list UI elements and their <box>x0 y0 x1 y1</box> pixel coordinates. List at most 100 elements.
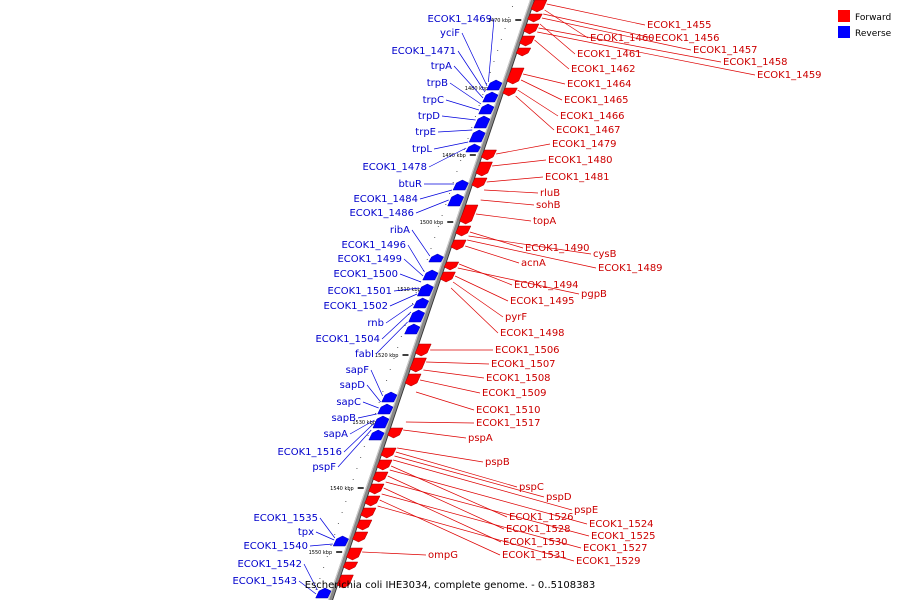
forward-leader <box>517 89 559 117</box>
forward-leader <box>538 27 722 63</box>
reverse-leader <box>441 115 476 121</box>
forward-leader <box>390 465 508 518</box>
tick-label: 1550 kbp <box>309 550 333 556</box>
forward-gene <box>346 547 363 561</box>
reverse-leader <box>461 32 488 87</box>
reverse-leader <box>375 321 408 355</box>
axis-dot <box>315 589 317 590</box>
reverse-leader <box>433 141 469 150</box>
forward-label: ompG <box>428 550 458 561</box>
axis-dot <box>482 94 484 95</box>
reverse-gene <box>482 91 499 103</box>
forward-gene <box>387 427 404 439</box>
axis-dot <box>467 138 469 139</box>
reverse-label: tpx <box>298 527 314 538</box>
forward-label: ECOK1_1465 <box>564 95 629 106</box>
reverse-leader <box>393 287 420 292</box>
forward-leader <box>544 9 589 39</box>
forward-label: ECOK1_1480 <box>548 155 613 166</box>
reverse-leader <box>309 543 333 547</box>
forward-leader <box>465 245 520 264</box>
reverse-label: ECOK1_1484 <box>353 194 418 205</box>
reverse-leader <box>362 401 379 409</box>
forward-label: ECOK1_1529 <box>576 556 641 567</box>
forward-leader <box>539 23 576 55</box>
axis-dot <box>360 457 362 458</box>
reverse-label: pspF <box>312 462 336 473</box>
reverse-leader <box>437 129 473 133</box>
reverse-leader <box>303 563 318 591</box>
reverse-label: ECOK1_1469 <box>427 14 492 25</box>
forward-label: pspD <box>546 492 572 503</box>
forward-leader <box>383 487 502 543</box>
forward-leader <box>458 263 513 286</box>
axis-dot <box>367 435 369 436</box>
reverse-label: ECOK1_1478 <box>362 162 427 173</box>
backbone-highlight <box>328 0 531 600</box>
axis-dot <box>449 193 451 194</box>
reverse-label: ECOK1_1486 <box>349 208 414 219</box>
reverse-leader <box>343 423 374 453</box>
tick-label: 1530 kbp <box>352 420 376 426</box>
forward-label: ECOK1_1481 <box>545 172 610 183</box>
forward-leader <box>397 447 484 463</box>
forward-leader <box>457 267 580 295</box>
forward-label: ECOK1_1507 <box>491 359 556 370</box>
forward-gene <box>380 447 397 459</box>
axis-dot <box>426 259 428 260</box>
axis-dot <box>341 512 343 513</box>
forward-gene <box>342 561 359 571</box>
forward-leader <box>492 159 547 167</box>
reverse-gene <box>368 429 385 441</box>
forward-gene <box>443 261 460 271</box>
forward-leader <box>534 39 570 70</box>
reverse-gene <box>416 283 434 297</box>
forward-label: ECOK1_1458 <box>723 57 788 68</box>
forward-leader <box>426 361 490 365</box>
forward-label: ECOK1_1495 <box>510 296 575 307</box>
axis-dot <box>415 292 417 293</box>
forward-label: ECOK1_1489 <box>598 263 663 274</box>
tick-label: 1490 kbp <box>442 153 466 159</box>
forward-label: ECOK1_1526 <box>509 512 574 523</box>
reverse-label: ECOK1_1499 <box>337 254 402 265</box>
reverse-gene <box>377 403 394 415</box>
forward-leader <box>468 235 592 255</box>
axis-dot <box>319 578 321 579</box>
tick-label: 1470 kbp <box>488 18 512 24</box>
reverse-label: ECOK1_1535 <box>253 513 318 524</box>
reverse-gene <box>381 391 398 403</box>
forward-leader <box>520 79 563 101</box>
reverse-leader <box>453 65 484 99</box>
forward-leader <box>484 189 539 194</box>
forward-label: sohB <box>536 200 561 211</box>
forward-leader <box>389 469 588 525</box>
forward-label: ECOK1_1498 <box>500 328 565 339</box>
axis-dot <box>497 50 499 51</box>
forward-label: ECOK1_1530 <box>503 537 568 548</box>
reverse-label: ECOK1_1496 <box>341 240 406 251</box>
reverse-label: trpC <box>423 95 444 106</box>
reverse-label: trpE <box>415 127 436 138</box>
forward-label: ECOK1_1457 <box>693 45 758 56</box>
forward-label: ECOK1_1464 <box>567 79 632 90</box>
tick-label: 1520 kbp <box>375 353 399 359</box>
map-title: Escherichia coli IHE3034, complete genom… <box>305 580 595 591</box>
forward-label: ECOK1_1506 <box>495 345 560 356</box>
reverse-label: sapD <box>340 380 366 391</box>
reverse-leader <box>366 384 381 403</box>
axis-dot <box>489 72 491 73</box>
axis-dot <box>471 127 473 128</box>
forward-leader <box>381 493 582 549</box>
forward-gene <box>523 23 540 35</box>
axis-dot <box>363 446 365 447</box>
backbone <box>328 0 534 600</box>
forward-gene <box>527 13 543 23</box>
forward-label: pspA <box>468 433 493 444</box>
forward-leader <box>546 3 646 26</box>
forward-leader <box>403 429 467 439</box>
axis-dot <box>474 116 476 117</box>
axis-dot <box>337 523 339 524</box>
reverse-label: trpB <box>427 78 448 89</box>
